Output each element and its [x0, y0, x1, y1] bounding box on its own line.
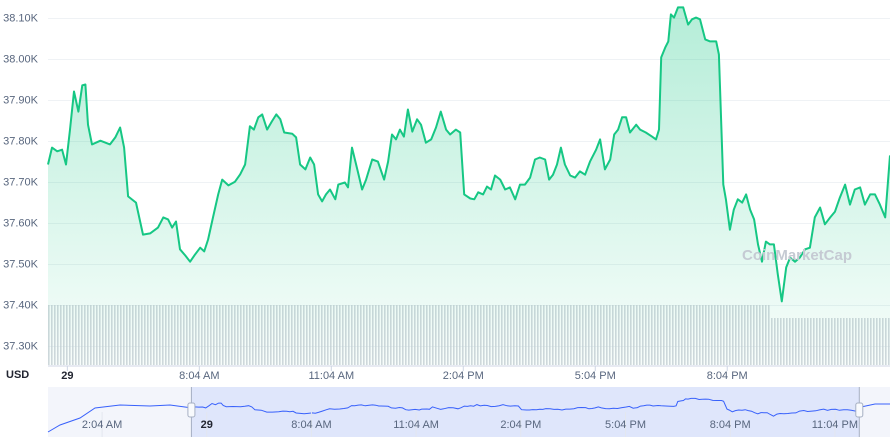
navigator-tick-label: 2:04 AM [82, 419, 122, 431]
x-tick-label: 2:04 PM [443, 370, 484, 382]
x-tick-label: 8:04 PM [707, 370, 748, 382]
y-tick-label: 37.80K [3, 135, 39, 147]
watermark: CoinMarketCap [742, 247, 852, 264]
y-tick-label: 38.00K [3, 53, 39, 65]
navigator-handle [187, 402, 196, 418]
x-tick-label: 5:04 PM [575, 370, 616, 382]
navigator-tick-label: 11:04 PM [812, 419, 858, 431]
x-tick-label: 11:04 AM [308, 370, 354, 382]
navigator-selection [191, 387, 860, 437]
navigator-tick-label: 8:04 PM [710, 419, 751, 431]
navigator-tick-label: 5:04 PM [605, 419, 646, 431]
navigator-tick-label: 29 [201, 419, 213, 431]
navigator-line [191, 397, 860, 417]
x-tick-label: 29 [61, 370, 73, 382]
navigator-tick-label: 2:04 PM [500, 419, 541, 431]
navigator-handle [855, 402, 864, 418]
y-tick-label: 37.30K [3, 340, 39, 352]
navigator-after [859, 403, 890, 408]
navigator-tick-label: 8:04 AM [291, 419, 331, 431]
y-tick-label: 37.40K [3, 299, 39, 311]
y-tick-label: 37.70K [3, 176, 39, 188]
y-tick-label: 37.60K [3, 217, 39, 229]
plot [47, 6, 890, 366]
price-line [47, 6, 890, 303]
currency-label: USD [6, 369, 29, 381]
x-tick-label: 8:04 AM [179, 370, 219, 382]
navigator-tick-label: 11:04 AM [393, 419, 439, 431]
y-tick-label: 37.50K [3, 258, 39, 270]
price-area [48, 7, 890, 366]
navigator-before [47, 404, 192, 433]
navigator-plot: 2:04 AM 29 8:04 AM 11:04 AM 2:04 PM 5:04 PM 8:… [47, 387, 890, 437]
y-tick-label: 38.10K [3, 12, 39, 24]
y-tick-label: 37.90K [3, 94, 39, 106]
